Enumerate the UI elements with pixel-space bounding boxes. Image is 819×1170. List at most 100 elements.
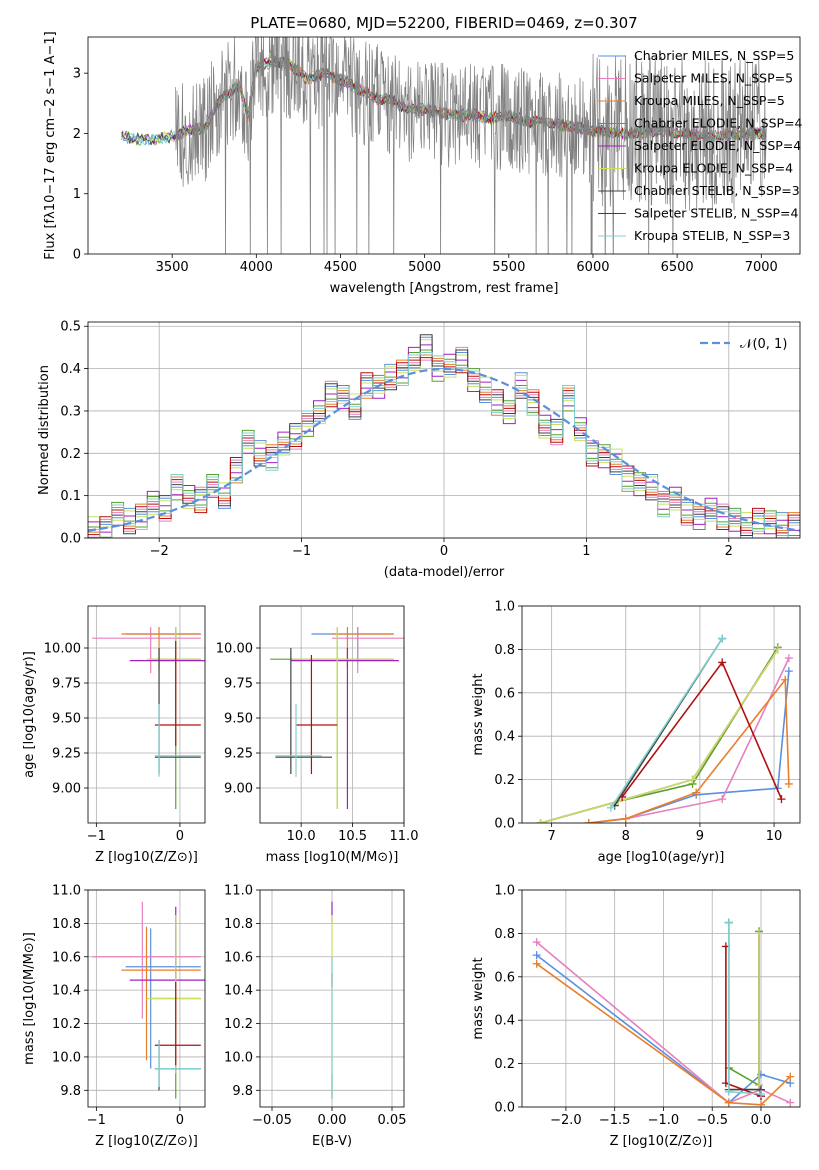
legend-label: Kroupa ELODIE, N_SSP=4 bbox=[634, 161, 793, 176]
weight-line bbox=[536, 954, 791, 1104]
panel-7: −2.0 −1.5 −1.0 −0.5 0.0 0.0 0.2 0.4 0.6 0.8 1.0 Z [… bbox=[471, 884, 801, 1149]
legend-label: Kroupa STELIB, N_SSP=3 bbox=[634, 228, 790, 243]
weight-point bbox=[532, 959, 541, 968]
y-tick-label: 9.50 bbox=[224, 712, 253, 727]
x-tick-label: −0.05 bbox=[252, 1113, 292, 1128]
y-tick-label: 0.6 bbox=[494, 686, 515, 701]
y-tick-label: 9.75 bbox=[52, 677, 81, 692]
x-tick-label: 6500 bbox=[661, 260, 694, 275]
x-tick-label: 1 bbox=[582, 544, 590, 559]
x-tick-label: 9 bbox=[696, 829, 704, 844]
legend-label: Chabrier MILES, N_SSP=5 bbox=[634, 48, 794, 63]
y-tick-label: 0.2 bbox=[60, 447, 81, 462]
x-tick-label: 11.0 bbox=[390, 829, 419, 844]
model-spectrum-kroupa-elodie bbox=[121, 54, 767, 146]
weight-point bbox=[692, 788, 701, 797]
legend-label: Chabrier STELIB, N_SSP=3 bbox=[634, 183, 800, 198]
axes-frame bbox=[521, 605, 801, 824]
y-tick-label: 0.6 bbox=[494, 970, 515, 985]
y-tick-label: 0.4 bbox=[494, 730, 515, 745]
y-tick-label: 10.6 bbox=[224, 950, 253, 965]
weight-point bbox=[584, 819, 593, 823]
x-tick-label: −1.0 bbox=[648, 1113, 680, 1128]
weight-point bbox=[606, 803, 615, 812]
legend-label: Salpeter MILES, N_SSP=5 bbox=[634, 71, 793, 86]
y-axis-label: mass weight bbox=[471, 673, 486, 755]
y-tick-label: 1.0 bbox=[494, 884, 515, 899]
weight-point bbox=[536, 819, 545, 823]
weight-line bbox=[621, 660, 783, 800]
weight-point bbox=[773, 645, 782, 654]
y-tick-label: 0.4 bbox=[494, 1014, 515, 1029]
y-axis-label: mass [log10(M/M⊙)] bbox=[22, 932, 37, 1065]
x-tick-label: −1 bbox=[292, 544, 311, 559]
y-tick-label: 10.6 bbox=[52, 950, 81, 965]
axes-frame bbox=[87, 889, 206, 1108]
weight-point bbox=[718, 658, 727, 667]
x-tick-label: 7000 bbox=[745, 260, 778, 275]
plot-area bbox=[121, 37, 767, 254]
weight-point bbox=[718, 634, 727, 643]
y-axis-label: Flux [fλ10−17 erg cm−2 s−1 A−1] bbox=[43, 31, 58, 259]
weight-point bbox=[756, 1089, 765, 1098]
y-axis-label: age [log10(age/yr)] bbox=[22, 651, 37, 778]
y-tick-label: 9.8 bbox=[60, 1084, 81, 1099]
weight-line bbox=[725, 946, 762, 1097]
x-tick-label: 6000 bbox=[576, 260, 609, 275]
x-tick-label: 5500 bbox=[492, 260, 525, 275]
weight-point bbox=[786, 1072, 795, 1081]
y-tick-label: 0.8 bbox=[494, 643, 515, 658]
x-tick-label: 4000 bbox=[240, 260, 273, 275]
y-tick-label: 0.2 bbox=[494, 773, 515, 788]
axes-frame bbox=[87, 605, 206, 824]
y-tick-label: 0 bbox=[73, 248, 81, 263]
y-tick-label: 1 bbox=[73, 187, 81, 202]
observed-spectrum bbox=[175, 37, 767, 254]
y-tick-label: 10.8 bbox=[52, 917, 81, 932]
y-tick-label: 0.0 bbox=[60, 532, 81, 547]
panel-1: −2 −1 0 1 2 0.0 0.1 0.2 0.3 0.4 0.5 (data-model)/er… bbox=[37, 320, 801, 580]
x-tick-label: −0.5 bbox=[696, 1113, 728, 1128]
y-tick-label: 10.4 bbox=[52, 984, 81, 999]
x-tick-label: 10.0 bbox=[287, 829, 316, 844]
chart-title: PLATE=0680, MJD=52200, FIBERID=0469, z=0… bbox=[250, 14, 637, 32]
weight-point bbox=[784, 779, 793, 788]
weight-point bbox=[784, 667, 793, 676]
normal-curve bbox=[88, 367, 800, 532]
weight-line bbox=[540, 648, 779, 823]
plot-area bbox=[536, 634, 793, 823]
axes-frame bbox=[87, 36, 801, 255]
x-tick-label: 4500 bbox=[324, 260, 357, 275]
x-tick-label: 8 bbox=[622, 829, 630, 844]
x-tick-label: −2.0 bbox=[550, 1113, 582, 1128]
weight-point bbox=[724, 1098, 733, 1107]
x-tick-label: 0.0 bbox=[751, 1113, 772, 1128]
weight-point bbox=[724, 1087, 733, 1096]
y-tick-label: 10.8 bbox=[224, 917, 253, 932]
y-tick-label: 3 bbox=[73, 67, 81, 82]
x-tick-label: 0 bbox=[176, 829, 184, 844]
weight-point bbox=[755, 929, 764, 938]
weight-point bbox=[755, 1081, 764, 1090]
axes-frame bbox=[521, 889, 801, 1108]
panel-6: −0.05 0.00 0.05 9.8 10.0 10.2 10.4 10.6 10.8 11.0… bbox=[224, 884, 406, 1150]
weight-line bbox=[728, 922, 761, 1091]
panel-5: −1 0 9.8 10.0 10.2 10.4 10.6 10.8 11.0 Z [log10(Z… bbox=[22, 884, 206, 1149]
x-tick-label: 10.5 bbox=[338, 829, 367, 844]
y-tick-label: 10.2 bbox=[224, 1017, 253, 1032]
weight-line bbox=[610, 638, 723, 809]
x-axis-label: Z [log10(Z/Z⊙)] bbox=[95, 850, 198, 865]
weight-line bbox=[536, 941, 791, 1104]
x-tick-label: 7 bbox=[548, 829, 556, 844]
y-tick-label: 0.8 bbox=[494, 927, 515, 942]
y-tick-label: 10.0 bbox=[224, 1050, 253, 1065]
weight-point bbox=[688, 775, 697, 784]
x-axis-label: Z [log10(Z/Z⊙)] bbox=[610, 1134, 713, 1149]
legend-label: Salpeter ELODIE, N_SSP=4 bbox=[634, 138, 801, 153]
x-tick-label: 0.05 bbox=[378, 1113, 407, 1128]
histogram-kroupa-stelib bbox=[88, 352, 800, 538]
weight-point bbox=[777, 795, 786, 804]
x-tick-label: −1 bbox=[87, 829, 106, 844]
y-tick-label: 2 bbox=[73, 127, 81, 142]
y-tick-label: 9.00 bbox=[52, 782, 81, 797]
